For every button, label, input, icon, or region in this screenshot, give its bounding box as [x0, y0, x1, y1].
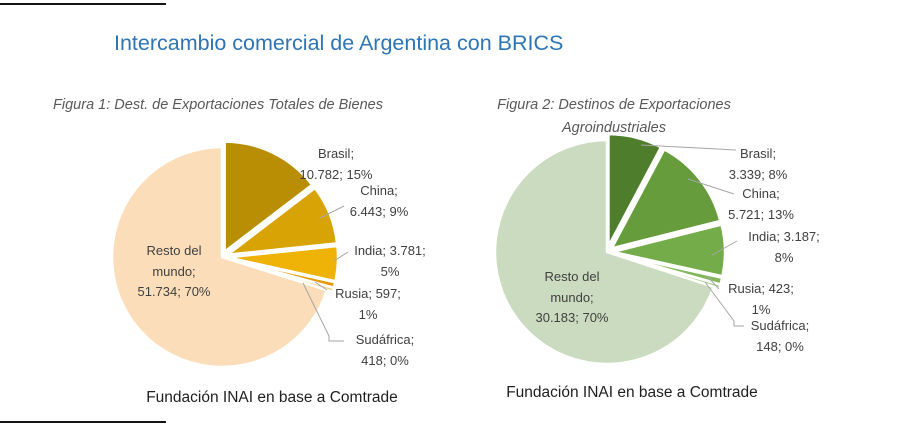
- figure-2-title: Figura 2: Destinos de Exportaciones Agro…: [497, 97, 731, 137]
- leader-line-india: [711, 240, 738, 256]
- pie-label-india: India; 3.187; 8%: [748, 229, 820, 265]
- pie-label-sudafrica: Sudáfrica; 148; 0%: [750, 318, 810, 354]
- pie-slice-india: [226, 244, 340, 283]
- pie-slice-rusia: [611, 252, 724, 286]
- pie-label-brasil: Brasil; 10.782; 15%: [299, 146, 373, 182]
- pie-label-resto-del-mundo: Resto del mundo; 51.734; 70%: [137, 243, 211, 300]
- figure-1-source: Fundación INAI en base a Comtrade: [146, 389, 398, 406]
- pie-label-sudafrica: Sudáfrica; 418; 0%: [355, 332, 415, 368]
- pie-slice-rusia: [226, 257, 337, 289]
- top-border-line: [0, 3, 166, 5]
- pie-slice-brasil: [607, 132, 663, 248]
- pie-label-rusia: Rusia; 423; 1%: [728, 281, 794, 317]
- pie-slice-china: [610, 148, 722, 250]
- pie-label-brasil: Brasil; 3.339; 8%: [728, 146, 788, 182]
- figure-2-source: Fundación INAI en base a Comtrade: [506, 384, 758, 401]
- leader-line-rusia: [706, 275, 720, 290]
- pie-label-rusia: Rusia; 597; 1%: [335, 286, 401, 322]
- leader-line-rusia: [314, 281, 328, 291]
- pie-slice-india: [611, 223, 727, 278]
- bottom-border-line: [0, 421, 166, 423]
- pie-label-china: China; 5.721; 13%: [728, 186, 794, 222]
- pie-slice-resto-del-mundo: [493, 138, 715, 366]
- pie-slice-sud-frica: [611, 252, 722, 290]
- pie-label-india: India; 3.781; 5%: [354, 243, 426, 279]
- pie-slice-sud-frica: [226, 257, 336, 293]
- figure-1-title: Figura 1: Dest. de Exportaciones Totales…: [53, 97, 383, 113]
- pie-label-china: China; 6.443; 9%: [349, 183, 409, 219]
- pie-label-resto-del-mundo: Resto del mundo; 30.183; 70%: [535, 269, 609, 326]
- page-title: Intercambio comercial de Argentina con B…: [114, 31, 564, 55]
- leader-line-india: [333, 251, 349, 262]
- pie-slice-china: [226, 186, 339, 257]
